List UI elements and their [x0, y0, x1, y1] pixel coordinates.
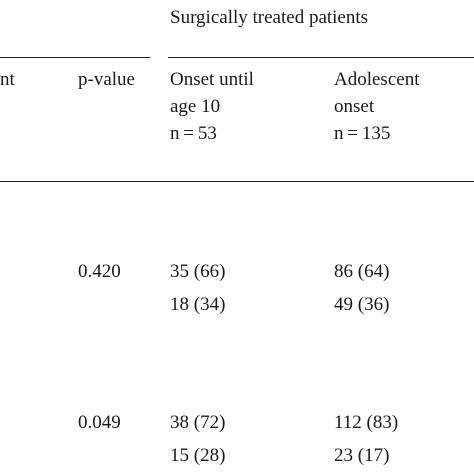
- left-clipped-header: nt: [0, 69, 15, 90]
- onset-cell: 18 (34): [170, 294, 226, 315]
- group-header-rule: [168, 57, 474, 58]
- pvalue-header: p-value: [78, 69, 135, 90]
- header-bottom-rule: [0, 181, 474, 182]
- pvalue-cell: 0.420: [78, 261, 121, 282]
- group-header: Surgically treated patients: [170, 7, 369, 28]
- pvalue-cell: 0.049: [78, 412, 121, 433]
- onset-cell: 15 (28): [170, 445, 226, 466]
- onset-cell: 35 (66): [170, 261, 226, 282]
- onset-header-line1: Onset until: [170, 69, 254, 90]
- adolescent-cell: 49 (36): [334, 294, 390, 315]
- adolescent-header-line1: Adolescent: [334, 69, 420, 90]
- adolescent-header-line2: onset: [334, 96, 375, 117]
- top-left-rule: [0, 57, 150, 58]
- onset-cell: 38 (72): [170, 412, 226, 433]
- onset-header-n: n = 53: [170, 123, 217, 144]
- adolescent-header-n: n = 135: [334, 123, 391, 144]
- adolescent-cell: 112 (83): [334, 412, 399, 433]
- adolescent-cell: 86 (64): [334, 261, 390, 282]
- onset-header-line2: age 10: [170, 96, 221, 117]
- adolescent-cell: 23 (17): [334, 445, 390, 466]
